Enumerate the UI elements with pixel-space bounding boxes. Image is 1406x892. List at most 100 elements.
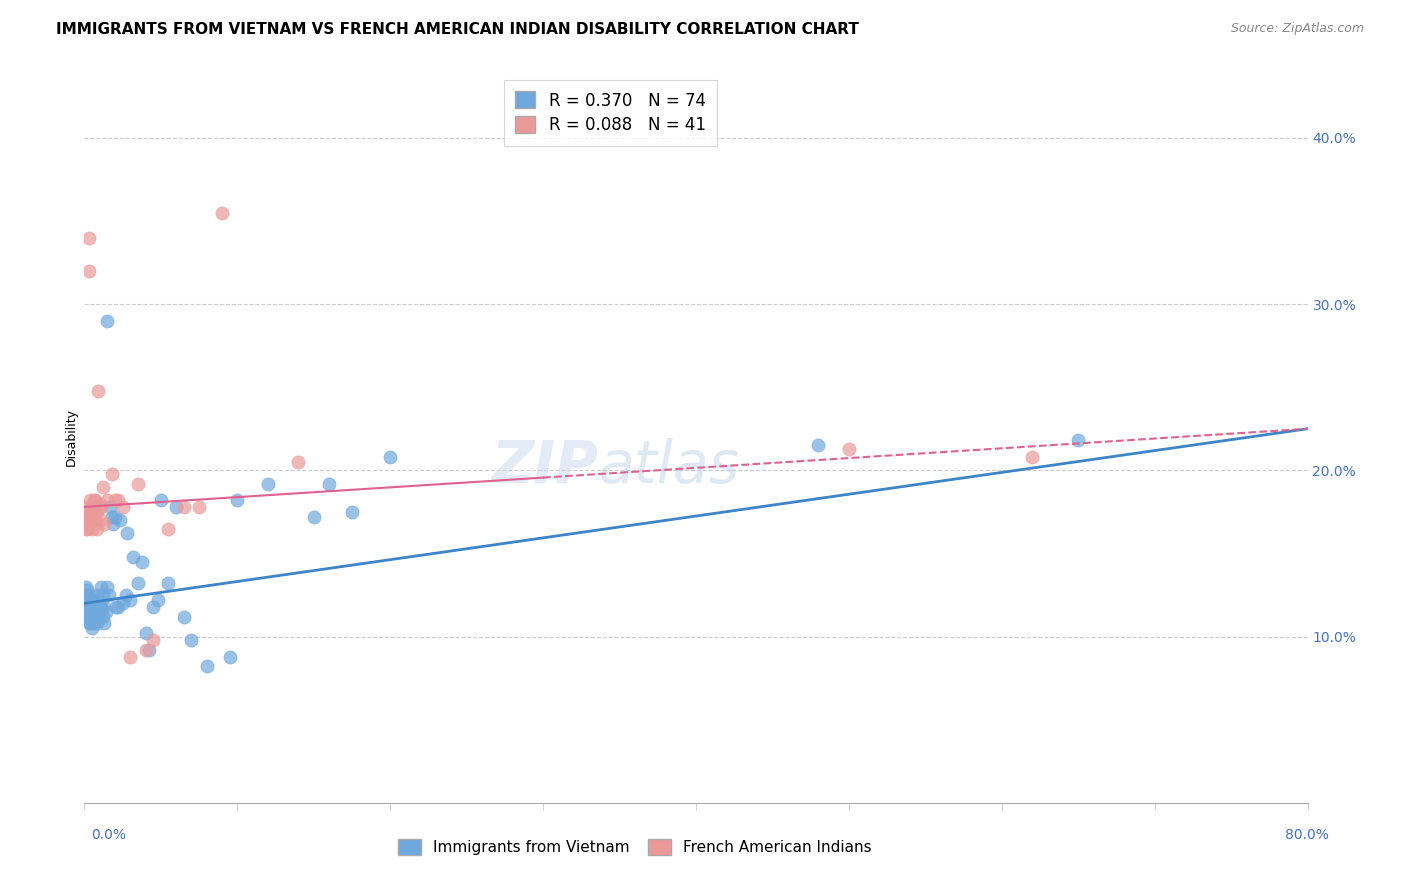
Point <box>77 264 100 278</box>
Point <box>1067 434 1090 448</box>
Point <box>84 599 107 614</box>
Point <box>75 521 97 535</box>
Point <box>86 599 108 614</box>
Text: IMMIGRANTS FROM VIETNAM VS FRENCH AMERICAN INDIAN DISABILITY CORRELATION CHART: IMMIGRANTS FROM VIETNAM VS FRENCH AMERIC… <box>56 22 859 37</box>
Point <box>287 455 309 469</box>
Point <box>75 596 97 610</box>
Point <box>96 580 118 594</box>
Point <box>91 588 114 602</box>
Point <box>1021 450 1043 464</box>
Point <box>146 593 169 607</box>
Point <box>86 616 108 631</box>
Point <box>76 609 98 624</box>
Point <box>75 513 97 527</box>
Point <box>84 493 107 508</box>
Point <box>77 616 100 631</box>
Legend: Immigrants from Vietnam, French American Indians: Immigrants from Vietnam, French American… <box>392 833 877 861</box>
Point <box>83 505 105 519</box>
Point <box>84 513 107 527</box>
Point <box>97 588 120 602</box>
Point <box>89 497 111 511</box>
Point <box>89 513 111 527</box>
Point <box>108 513 131 527</box>
Point <box>84 609 107 624</box>
Point <box>195 659 218 673</box>
Text: ZIP: ZIP <box>491 438 598 495</box>
Point <box>96 493 118 508</box>
Point <box>91 480 114 494</box>
Point <box>127 576 149 591</box>
Point <box>77 605 100 619</box>
Point <box>90 500 112 514</box>
Point <box>76 582 98 597</box>
Y-axis label: Disability: Disability <box>65 408 77 467</box>
Point <box>101 467 124 481</box>
Point <box>318 476 340 491</box>
Point <box>79 588 101 602</box>
Point <box>131 555 153 569</box>
Point <box>257 476 280 491</box>
Point <box>87 384 110 398</box>
Point <box>77 599 100 614</box>
Point <box>96 314 118 328</box>
Point <box>75 580 97 594</box>
Point <box>79 599 101 614</box>
Point <box>122 549 145 564</box>
Point <box>80 613 103 627</box>
Point <box>157 576 180 591</box>
Point <box>98 500 121 514</box>
Text: 80.0%: 80.0% <box>1285 828 1329 842</box>
Point <box>79 609 101 624</box>
Point <box>76 500 98 514</box>
Point <box>302 509 325 524</box>
Point <box>138 643 160 657</box>
Point <box>120 593 142 607</box>
Point <box>87 609 110 624</box>
Point <box>142 599 165 614</box>
Point <box>77 230 100 244</box>
Point <box>101 509 124 524</box>
Point <box>79 509 101 524</box>
Point <box>89 596 111 610</box>
Point <box>86 588 108 602</box>
Point <box>80 500 103 514</box>
Point <box>104 509 127 524</box>
Point <box>79 616 101 631</box>
Point <box>80 593 103 607</box>
Point <box>76 509 98 524</box>
Point <box>380 450 402 464</box>
Point <box>149 493 172 508</box>
Point <box>120 649 142 664</box>
Point <box>211 205 233 219</box>
Point <box>107 599 129 614</box>
Point <box>111 500 134 514</box>
Point <box>838 442 860 456</box>
Point <box>75 505 97 519</box>
Point <box>165 500 187 514</box>
Point <box>93 599 115 614</box>
Point <box>807 438 830 452</box>
Text: atlas: atlas <box>598 438 740 495</box>
Point <box>80 509 103 524</box>
Point <box>135 626 157 640</box>
Point <box>105 599 128 614</box>
Point <box>83 493 105 508</box>
Point <box>135 643 157 657</box>
Point <box>76 599 98 614</box>
Point <box>79 493 101 508</box>
Point <box>93 616 115 631</box>
Point <box>157 521 180 535</box>
Point <box>89 609 111 624</box>
Point <box>90 580 112 594</box>
Text: Source: ZipAtlas.com: Source: ZipAtlas.com <box>1230 22 1364 36</box>
Point <box>115 526 138 541</box>
Point <box>173 609 195 624</box>
Point <box>218 649 240 664</box>
Point <box>340 505 363 519</box>
Point <box>86 521 108 535</box>
Point <box>87 593 110 607</box>
Point <box>83 605 105 619</box>
Point <box>94 605 117 619</box>
Point <box>107 493 129 508</box>
Point <box>90 599 112 614</box>
